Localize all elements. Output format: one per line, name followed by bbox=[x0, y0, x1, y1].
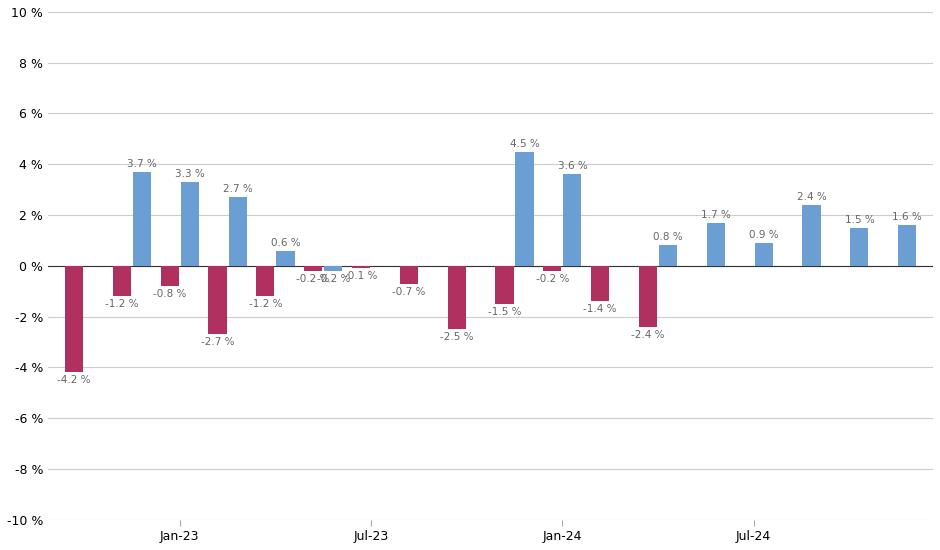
Text: -2.7 %: -2.7 % bbox=[201, 337, 234, 348]
Text: -0.1 %: -0.1 % bbox=[344, 271, 378, 282]
Bar bbox=[803, 205, 821, 266]
Text: -1.4 %: -1.4 % bbox=[584, 304, 617, 315]
Bar bbox=[563, 174, 582, 266]
Bar bbox=[228, 197, 246, 266]
Bar bbox=[495, 266, 513, 304]
Text: -2.5 %: -2.5 % bbox=[440, 332, 474, 342]
Text: -0.7 %: -0.7 % bbox=[392, 287, 426, 296]
Text: -1.2 %: -1.2 % bbox=[105, 299, 138, 309]
Bar bbox=[851, 228, 869, 266]
Text: 1.6 %: 1.6 % bbox=[892, 212, 922, 222]
Text: 3.3 %: 3.3 % bbox=[175, 169, 205, 179]
Bar bbox=[659, 245, 677, 266]
Bar bbox=[755, 243, 773, 266]
Bar bbox=[257, 266, 274, 296]
Bar bbox=[324, 266, 342, 271]
Bar bbox=[161, 266, 179, 286]
Text: 3.6 %: 3.6 % bbox=[557, 161, 588, 172]
Text: 2.7 %: 2.7 % bbox=[223, 184, 253, 194]
Bar bbox=[352, 266, 370, 268]
Text: -1.2 %: -1.2 % bbox=[248, 299, 282, 309]
Bar bbox=[209, 266, 227, 334]
Bar bbox=[707, 223, 725, 266]
Text: 0.8 %: 0.8 % bbox=[653, 233, 682, 243]
Bar bbox=[591, 266, 609, 301]
Text: -4.2 %: -4.2 % bbox=[57, 376, 91, 386]
Text: 2.4 %: 2.4 % bbox=[797, 192, 826, 202]
Bar bbox=[276, 251, 294, 266]
Text: -0.2 %: -0.2 % bbox=[296, 274, 330, 284]
Bar bbox=[304, 266, 322, 271]
Bar bbox=[898, 225, 916, 266]
Bar bbox=[65, 266, 83, 372]
Text: 1.7 %: 1.7 % bbox=[701, 210, 730, 219]
Text: -2.4 %: -2.4 % bbox=[632, 330, 665, 340]
Bar bbox=[133, 172, 151, 266]
Text: -1.5 %: -1.5 % bbox=[488, 307, 522, 317]
Bar bbox=[447, 266, 465, 329]
Bar bbox=[639, 266, 657, 327]
Bar bbox=[180, 182, 199, 266]
Bar bbox=[515, 152, 534, 266]
Bar bbox=[543, 266, 561, 271]
Text: -0.2 %: -0.2 % bbox=[317, 274, 350, 284]
Text: 1.5 %: 1.5 % bbox=[844, 214, 874, 224]
Text: 0.9 %: 0.9 % bbox=[749, 230, 778, 240]
Bar bbox=[400, 266, 418, 284]
Text: -0.2 %: -0.2 % bbox=[536, 274, 569, 284]
Text: 4.5 %: 4.5 % bbox=[509, 139, 540, 148]
Text: -0.8 %: -0.8 % bbox=[153, 289, 186, 299]
Bar bbox=[113, 266, 131, 296]
Text: 0.6 %: 0.6 % bbox=[271, 238, 300, 248]
Text: 3.7 %: 3.7 % bbox=[127, 159, 157, 169]
